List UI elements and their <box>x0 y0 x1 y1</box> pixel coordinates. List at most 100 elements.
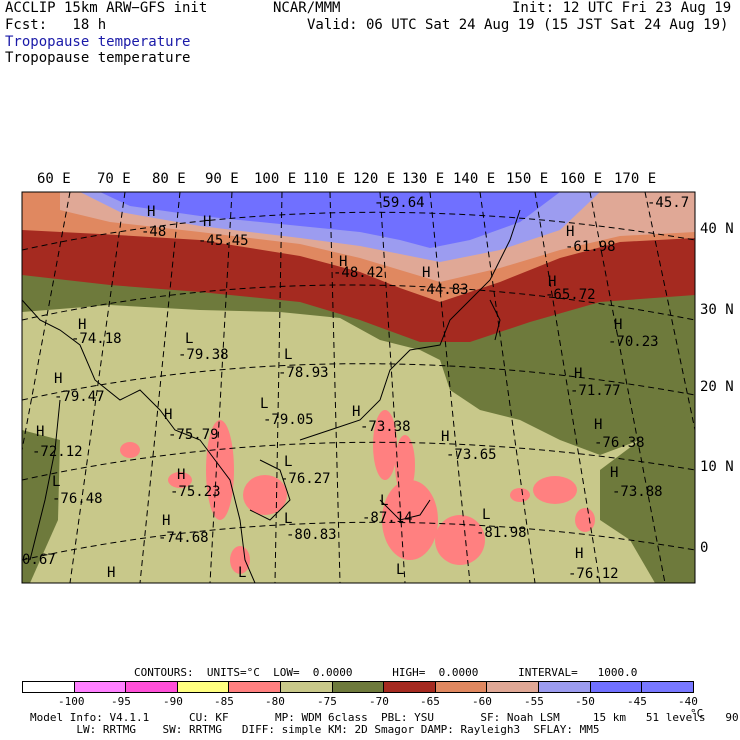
lat-label: 0 <box>700 540 709 556</box>
high-marker: L <box>482 507 491 523</box>
coastline <box>22 299 256 583</box>
high-marker: H <box>78 317 87 333</box>
lat-label: 10 N <box>700 459 734 475</box>
graticule-line <box>379 192 406 583</box>
high-marker: H <box>441 429 450 445</box>
shade-patch <box>120 442 140 458</box>
lat-label: 20 N <box>700 379 734 395</box>
legend-unit: °C <box>690 707 704 720</box>
value-label: -75.23 <box>170 484 221 500</box>
legend-swatch <box>435 682 488 692</box>
shade-patch <box>533 476 577 504</box>
value-label: -78.93 <box>278 365 329 381</box>
value-label: -74.68 <box>158 530 209 546</box>
legend-tick: -90 <box>163 695 183 708</box>
graticule-line <box>479 192 536 583</box>
value-label: -87.14 <box>362 510 413 526</box>
coastline <box>379 499 431 521</box>
contours-info: CONTOURS: UNITS=°C LOW= 0.0000 HIGH= 0.0… <box>134 666 638 679</box>
legend-swatch <box>229 682 282 692</box>
value-label: -79.38 <box>178 347 229 363</box>
legend-tick: -40 <box>678 695 698 708</box>
org-label: NCAR/MMM <box>273 0 341 16</box>
graticule-line <box>22 284 695 321</box>
high-marker: H <box>422 265 431 281</box>
lon-label: 60 E <box>37 171 71 187</box>
lon-label: 170 E <box>614 171 657 187</box>
graticule-line <box>139 192 181 583</box>
shade-patch <box>168 472 192 488</box>
high-marker: H <box>177 467 186 483</box>
high-marker: H <box>339 254 348 270</box>
physics-info: LW: RRTMG SW: RRTMG DIFF: simple KM: 2D … <box>30 723 600 736</box>
lon-label: 80 E <box>152 171 186 187</box>
high-marker: H <box>574 366 583 382</box>
shade-patch <box>575 508 595 532</box>
value-label: -76.12 <box>568 566 619 582</box>
shade-region <box>22 430 60 583</box>
lon-label: 140 E <box>453 171 496 187</box>
map-frame <box>21 191 696 584</box>
coastline <box>29 399 61 561</box>
lon-label: 90 E <box>205 171 239 187</box>
shade-patch <box>373 410 397 480</box>
legend-tick: -45 <box>627 695 647 708</box>
legend-tick: -95 <box>111 695 131 708</box>
legend-tick: -85 <box>214 695 234 708</box>
legend-swatch <box>177 682 230 692</box>
graticule <box>22 192 695 583</box>
legend-swatch <box>23 682 75 692</box>
value-label: -72.12 <box>32 444 83 460</box>
high-marker: L <box>284 511 293 527</box>
lon-label: 120 E <box>353 171 396 187</box>
high-marker: H <box>162 513 171 529</box>
high-marker: H <box>36 424 45 440</box>
legend-swatch <box>126 682 178 692</box>
shade-patch <box>206 420 234 520</box>
value-label: -80.83 <box>286 527 337 543</box>
graticule-line <box>589 192 666 583</box>
valid-time: Valid: 06 UTC Sat 24 Aug 19 (15 JST Sat … <box>307 17 729 33</box>
forecast-hour: Fcst: 18 h <box>5 17 107 33</box>
legend-tick: -60 <box>472 695 492 708</box>
legend-tick: -75 <box>317 695 337 708</box>
legend-tick: -80 <box>265 695 285 708</box>
value-label: -61.98 <box>565 239 616 255</box>
value-label: -79.47 <box>54 389 105 405</box>
legend-swatch <box>332 682 385 692</box>
lat-label: 30 N <box>700 302 734 318</box>
value-label: -73.65 <box>446 447 497 463</box>
high-marker: H <box>614 317 623 333</box>
field-title-1: Tropopause temperature <box>5 34 191 50</box>
coastline <box>489 299 501 341</box>
high-marker: L <box>284 347 293 363</box>
high-marker: L <box>238 565 247 581</box>
high-marker: H <box>566 224 575 240</box>
legend-tick: -65 <box>420 695 440 708</box>
high-marker: H <box>147 204 156 220</box>
graticule-line <box>274 192 283 583</box>
lon-label: 150 E <box>506 171 549 187</box>
model-info: Model Info: V4.1.1 CU: KF MP: WDM 6class… <box>30 711 740 724</box>
graticule-line <box>209 192 233 583</box>
convection-patches <box>120 410 595 574</box>
value-label: -75.79 <box>168 427 219 443</box>
shade-patch <box>382 480 438 560</box>
coastlines <box>22 209 521 583</box>
shade-region <box>22 270 695 455</box>
legend-swatch <box>74 682 127 692</box>
high-marker: H <box>54 371 63 387</box>
value-label: -73.88 <box>612 484 663 500</box>
lon-label: 100 E <box>254 171 297 187</box>
legend-swatch <box>281 682 333 692</box>
value-label: -76.38 <box>594 435 645 451</box>
coastline <box>299 209 521 441</box>
legend-swatch <box>642 682 693 692</box>
color-legend <box>22 681 694 693</box>
lon-label: 70 E <box>97 171 131 187</box>
graticule-line <box>22 211 695 251</box>
model-title: ACCLIP 15km ARW−GFS init <box>5 0 208 16</box>
high-marker: L <box>52 474 61 490</box>
high-marker: L <box>396 562 405 578</box>
shade-patch <box>230 546 250 574</box>
